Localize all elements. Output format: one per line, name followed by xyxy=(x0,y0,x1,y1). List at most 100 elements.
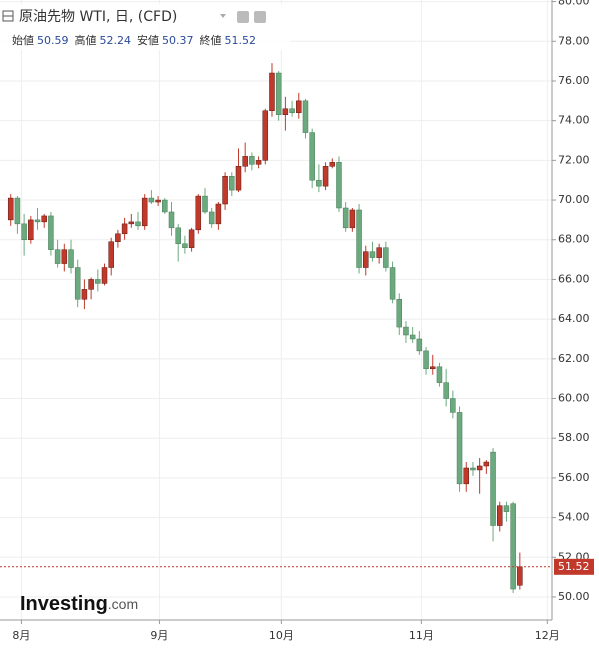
ohlc-value: 52.24 xyxy=(100,34,132,47)
candle-body xyxy=(510,503,516,590)
candle-body xyxy=(101,267,108,284)
candle-body xyxy=(121,223,128,235)
last-price-box xyxy=(554,558,594,575)
y-tick-label: 64.00 xyxy=(558,312,590,325)
logo-main: Investing xyxy=(20,593,108,615)
candle-body xyxy=(423,350,429,369)
candle-body xyxy=(342,207,349,229)
y-tick-label: 76.00 xyxy=(558,74,590,87)
candle-body xyxy=(208,211,215,225)
y-tick-label: 54.00 xyxy=(558,511,590,524)
ohlc-label: 始値 xyxy=(12,33,34,47)
y-tick-label: 72.00 xyxy=(558,153,590,166)
ohlc-value: 50.37 xyxy=(162,34,194,47)
candle-body xyxy=(202,195,208,213)
candle-body xyxy=(155,199,161,203)
settings-icon[interactable] xyxy=(254,11,266,23)
candle-body xyxy=(74,267,81,300)
candle-body xyxy=(108,241,114,268)
candle-body xyxy=(135,221,141,227)
candle-body xyxy=(463,467,470,485)
candle-body xyxy=(275,72,282,115)
candle-body xyxy=(369,251,376,258)
candle-body xyxy=(249,156,255,165)
candle-body xyxy=(470,467,476,471)
candle-body xyxy=(188,229,195,248)
chart-title: 原油先物 WTI, 日, (CFD) xyxy=(19,9,177,25)
candle-body xyxy=(95,279,101,284)
candle-body xyxy=(141,197,148,227)
candle-body xyxy=(476,465,483,471)
candle-body xyxy=(222,175,228,205)
logo: Investing.com xyxy=(20,593,138,615)
candle-body xyxy=(376,247,382,258)
candle-body xyxy=(329,162,336,167)
candle-body xyxy=(215,203,222,225)
candle-body xyxy=(7,197,14,221)
candle-body xyxy=(195,195,202,231)
candle-body xyxy=(41,215,47,223)
visibility-icon[interactable] xyxy=(237,11,249,23)
candle-body xyxy=(316,179,322,187)
candle-body xyxy=(48,215,54,250)
candle-body xyxy=(175,227,181,244)
candle-body xyxy=(483,461,490,467)
candle-body xyxy=(128,221,135,225)
candle-body xyxy=(61,249,68,264)
x-tick-label: 10月 xyxy=(269,629,294,642)
candle-body xyxy=(68,249,74,268)
candle-body xyxy=(396,299,403,328)
candle-body xyxy=(282,108,289,115)
candle-body xyxy=(14,197,21,225)
y-tick-label: 66.00 xyxy=(558,272,590,285)
ohlc-label: 高値 xyxy=(75,33,97,47)
candle-body xyxy=(229,175,235,191)
candle-body xyxy=(115,233,121,242)
candle-body xyxy=(168,211,175,229)
candle-body xyxy=(416,338,423,352)
x-tick-label: 9月 xyxy=(150,629,168,642)
y-tick-label: 74.00 xyxy=(558,114,590,127)
candle-body xyxy=(322,166,329,187)
candle-body xyxy=(383,247,389,268)
candle-body xyxy=(262,110,269,161)
dropdown-icon[interactable] xyxy=(220,14,226,18)
y-tick-label: 80.00 xyxy=(558,0,590,8)
y-tick-label: 68.00 xyxy=(558,233,590,246)
ohlc-value: 50.59 xyxy=(37,34,69,47)
candle-body xyxy=(309,132,315,181)
candle-body xyxy=(28,219,34,240)
y-tick-label: 78.00 xyxy=(558,34,590,47)
candle-body xyxy=(496,505,503,526)
candle-body xyxy=(255,160,262,165)
y-tick-label: 60.00 xyxy=(558,392,590,405)
candle-body xyxy=(450,398,456,413)
candle-body xyxy=(269,72,275,111)
candle-body xyxy=(88,279,94,290)
y-tick-label: 56.00 xyxy=(558,471,590,484)
candle-body xyxy=(302,100,309,133)
ohlc-value: 51.52 xyxy=(225,34,257,47)
candle-body xyxy=(517,566,523,586)
x-tick-label: 11月 xyxy=(409,629,434,642)
candle-body xyxy=(336,162,342,209)
candle-body xyxy=(242,156,248,167)
x-tick-label: 12月 xyxy=(535,629,560,642)
candle-body xyxy=(289,108,295,113)
candle-body xyxy=(503,505,510,512)
candle-body xyxy=(296,100,302,113)
candle-body xyxy=(148,197,155,203)
candle-body xyxy=(389,267,396,300)
candle-body xyxy=(235,166,242,191)
candle-body xyxy=(363,251,369,268)
candle-body xyxy=(490,451,496,526)
logo-suffix: .com xyxy=(108,596,138,612)
candle-body xyxy=(54,249,61,264)
ohlc-label: 安値 xyxy=(137,33,159,47)
candle-body xyxy=(182,243,188,248)
last-price-label: 51.52 xyxy=(558,560,590,573)
candle-body xyxy=(436,366,443,383)
candle-body xyxy=(443,382,449,399)
candle-body xyxy=(403,326,409,336)
